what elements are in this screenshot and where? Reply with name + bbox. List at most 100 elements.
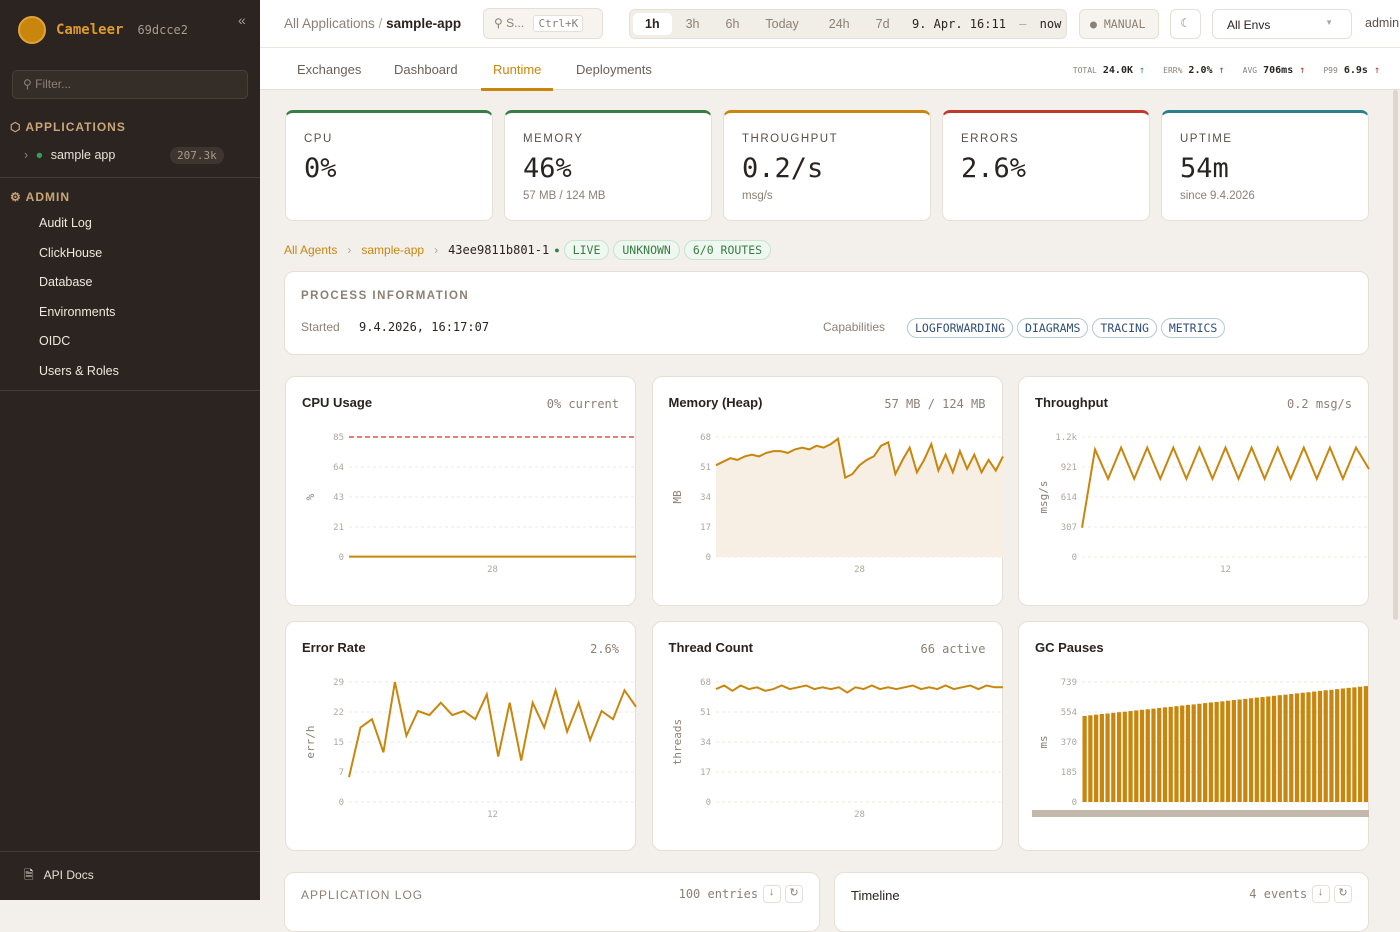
search-shortcut: Ctrl+K [533,15,584,32]
app-count: 207.3k [170,147,224,164]
admin-section[interactable]: ⚙ ADMIN [10,190,70,204]
timeline-card: Timeline 4 events ↓ ↻ [834,872,1369,932]
chart-card: Error Rate 2.6% 0 7 15 22 29 err/h 12 [285,621,637,851]
y-tick-label: 1.2k [1055,433,1077,443]
filter-input[interactable]: ⚲ Filter... [12,70,248,99]
sidebar-item-admin[interactable]: Database [39,275,93,289]
sidebar-item-admin[interactable]: Users & Roles [39,363,119,378]
gc-bar [1340,688,1346,802]
gc-bar [1162,707,1168,802]
y-tick-label: 34 [700,738,711,748]
divider [0,851,260,852]
chart-card: Thread Count 66 active 0 17 34 51 68 threads 28 [651,621,1003,851]
refresh-mode-button[interactable]: ● MANUAL [1079,9,1159,39]
y-tick-label: 185 [1061,768,1077,778]
user-menu[interactable]: admin [1365,16,1400,30]
chart-card: Memory (Heap) 57 MB / 124 MB 0 17 34 51 68 MB 28 [651,376,1004,606]
crumb-app[interactable]: sample-app [361,243,425,257]
gc-bar [1180,705,1185,802]
tab-exchanges[interactable]: Exchanges [297,62,362,77]
y-tick-label: 68 [700,678,711,688]
y-axis-label: % [304,493,317,500]
live-badge: LIVE [563,240,610,260]
app-name: sample app [50,148,116,162]
sidebar: Cameleer 69dcce2 « ⚲ Filter... ⬡ APPLICA… [0,0,260,900]
tab-bar: Exchanges Dashboard Runtime Deployments TOT… [260,48,1400,91]
tab-dashboard[interactable]: Dashboard [394,62,458,77]
sidebar-item-admin[interactable]: OIDC [39,334,71,348]
kpi-label: MEMORY [523,133,584,145]
gc-bar [1197,703,1202,802]
gc-bar [1168,706,1173,802]
environment-select[interactable]: All Envs ▼ [1212,9,1352,39]
api-docs-link[interactable]: 🗎 API Docs [24,866,94,887]
y-axis-label: msg/s [1037,480,1050,513]
timeline-title: Timeline [851,888,900,903]
crumb-all-agents[interactable]: All Agents [284,243,338,257]
gc-bar [1203,703,1208,802]
y-axis-label: threads [671,719,684,765]
time-range-24h[interactable]: 24h [828,17,850,31]
gc-bar [1266,696,1271,802]
gc-bar [1208,702,1214,802]
breadcrumb-current: sample-app [386,16,462,31]
breadcrumb: All Applications / sample-app [284,16,462,31]
capability-badge: DIAGRAMS [1017,318,1089,338]
chart-summary: 2.6% [590,642,619,656]
brand[interactable]: Cameleer 69dcce2 [18,16,188,44]
gc-bar [1111,712,1116,802]
refresh-icon[interactable]: ↻ [1334,885,1352,903]
scrollbar[interactable] [1393,90,1398,620]
gc-bar [1283,694,1288,802]
kpi-value: 2.6% [961,153,1027,184]
y-tick-label: 0 [1072,553,1077,563]
applications-label: APPLICATIONS [25,120,126,134]
kpi-sub: msg/s [742,190,773,202]
sidebar-item-admin[interactable]: ClickHouse [39,245,103,260]
sidebar-app-item[interactable]: › ● sample app [24,148,115,162]
collapse-sidebar-icon[interactable]: « [238,12,246,28]
gc-bar [1352,687,1357,802]
time-range-7d[interactable]: 7d [875,17,890,31]
chart-summary: 57 MB / 124 MB [884,397,986,411]
search-placeholder: S... [506,16,525,30]
applications-section[interactable]: ⬡ APPLICATIONS [10,120,126,134]
gc-bar [1185,704,1191,802]
series-area [715,438,1003,557]
y-tick-label: 739 [1061,678,1077,688]
search-button[interactable]: ⚲ S... Ctrl+K [483,8,603,39]
timeline-count: 4 events [1249,887,1308,902]
brand-name: Cameleer [56,22,124,38]
y-tick-label: 34 [700,493,711,503]
chevron-down-icon: ▼ [1325,18,1333,27]
time-range-Today[interactable]: Today [765,17,799,31]
scroll-down-icon[interactable]: ↓ [1311,885,1330,903]
state-badge: UNKNOWN [613,240,680,260]
breadcrumb-root[interactable]: All Applications [284,16,375,31]
started-label: Started [301,320,340,334]
chart-summary: 0% current [546,397,619,411]
chevron-right-icon: › [24,148,29,162]
tab-runtime[interactable]: Runtime [480,62,554,91]
time-range-1h[interactable]: 1h [633,13,672,35]
y-tick-label: 51 [700,463,711,473]
refresh-icon[interactable]: ↻ [785,885,803,903]
x-tick-label: 12 [487,810,498,820]
time-range-6h[interactable]: 6h [725,17,740,31]
series-line [1081,445,1370,528]
theme-toggle-moon-icon[interactable]: ☾ [1170,9,1201,39]
y-tick-label: 29 [333,678,344,688]
tab-deployments[interactable]: Deployments [576,62,652,77]
y-tick-label: 921 [1061,463,1077,473]
series-line [715,684,1003,694]
y-axis-label: err/h [304,725,317,758]
scroll-down-icon[interactable]: ↓ [762,885,781,903]
sidebar-item-admin[interactable]: Audit Log [39,216,92,230]
log-count: 100 entries [678,887,759,902]
time-range-selector: 1h 3h 6h Today 24h 7d 9. Apr. 16:11 — now [629,9,1067,39]
sidebar-item-admin[interactable]: Environments [39,304,116,319]
time-range-3h[interactable]: 3h [685,17,700,31]
routes-badge: 6/0 ROUTES [683,240,772,260]
time-range-display[interactable]: 9. Apr. 16:11 — now [912,17,1062,31]
y-tick-label: 370 [1061,738,1077,748]
